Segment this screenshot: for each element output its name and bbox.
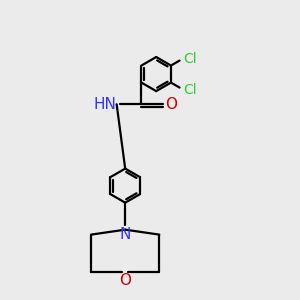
Text: O: O	[165, 97, 177, 112]
Text: Cl: Cl	[183, 52, 197, 66]
Text: HN: HN	[94, 97, 117, 112]
Text: Cl: Cl	[183, 82, 197, 97]
Text: N: N	[119, 227, 131, 242]
Text: O: O	[119, 273, 131, 288]
